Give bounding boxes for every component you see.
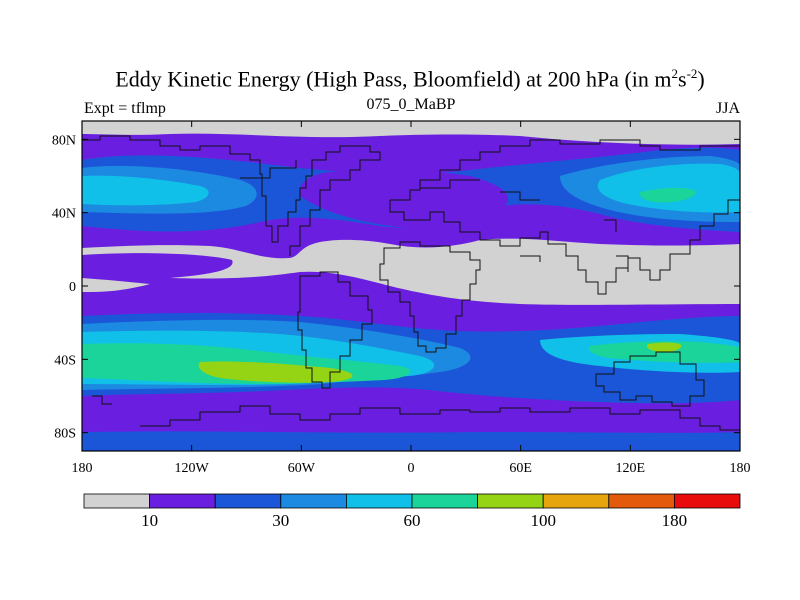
x-tick-label: 120E	[616, 461, 646, 476]
x-tick-label: 120W	[175, 461, 210, 476]
season-label: JJA	[715, 100, 740, 117]
coastline-islands	[92, 160, 629, 405]
colorbar-swatch	[608, 493, 675, 509]
coastline-south-america	[297, 271, 373, 389]
y-tick-label: 80N	[52, 133, 76, 148]
chart-title: Eddy Kinetic Energy (High Pass, Bloomfie…	[115, 66, 705, 92]
region-nh-atlantic-violet	[299, 169, 509, 229]
contour-field	[82, 121, 740, 451]
colorbar-swatch	[345, 493, 413, 509]
coastline-australia	[595, 351, 705, 407]
experiment-label: Expt = tflmp	[84, 100, 166, 117]
x-tick-label: 60E	[509, 461, 532, 476]
region-nh-pacific-lightblue	[82, 175, 209, 206]
y-tick-label: 0	[69, 280, 76, 295]
colorbar-swatch	[83, 493, 150, 509]
coastline-eurasia	[389, 139, 740, 295]
coastline-africa	[379, 241, 481, 353]
x-tick-label: 0	[408, 461, 415, 476]
y-tick-label: 80S	[54, 427, 76, 442]
colorbar-label: 30	[272, 511, 289, 530]
colorbar: 10 30 60 100 180	[83, 493, 741, 530]
colorbar-swatch	[477, 493, 544, 509]
region-tropical-grey-west	[82, 278, 150, 292]
colorbar-label: 180	[662, 511, 688, 530]
colorbar-swatch	[674, 493, 741, 509]
region-tropical-grey	[82, 238, 740, 305]
colorbar-label: 100	[530, 511, 556, 530]
colorbar-swatch	[149, 493, 216, 509]
x-axis: 180 120W 60W 0 60E 120E 180	[72, 121, 751, 476]
x-tick-label: 180	[730, 461, 751, 476]
coastline-antarctica	[140, 405, 740, 431]
colorbar-swatch	[280, 493, 347, 509]
x-tick-label: 60W	[288, 461, 316, 476]
colorbar-swatch	[411, 493, 478, 509]
x-tick-label: 180	[72, 461, 93, 476]
region-sh-jet-core	[198, 361, 353, 383]
y-tick-label: 40N	[52, 207, 76, 222]
region-antarctic-blue	[82, 431, 740, 451]
run-label: 075_0_MaBP	[366, 96, 456, 113]
y-tick-label: 40S	[54, 353, 76, 368]
coastline-north-america	[82, 135, 381, 256]
region-north-cap	[82, 121, 740, 145]
colorbar-label: 60	[404, 511, 421, 530]
region-sh-indian-core	[646, 342, 682, 352]
y-axis: 80N 40N 0 40S 80S	[52, 133, 740, 442]
colorbar-swatch	[542, 493, 610, 509]
coastlines	[82, 135, 740, 431]
colorbar-swatch	[214, 493, 282, 509]
region-nh-jet-core	[639, 187, 696, 203]
colorbar-label: 10	[141, 511, 158, 530]
